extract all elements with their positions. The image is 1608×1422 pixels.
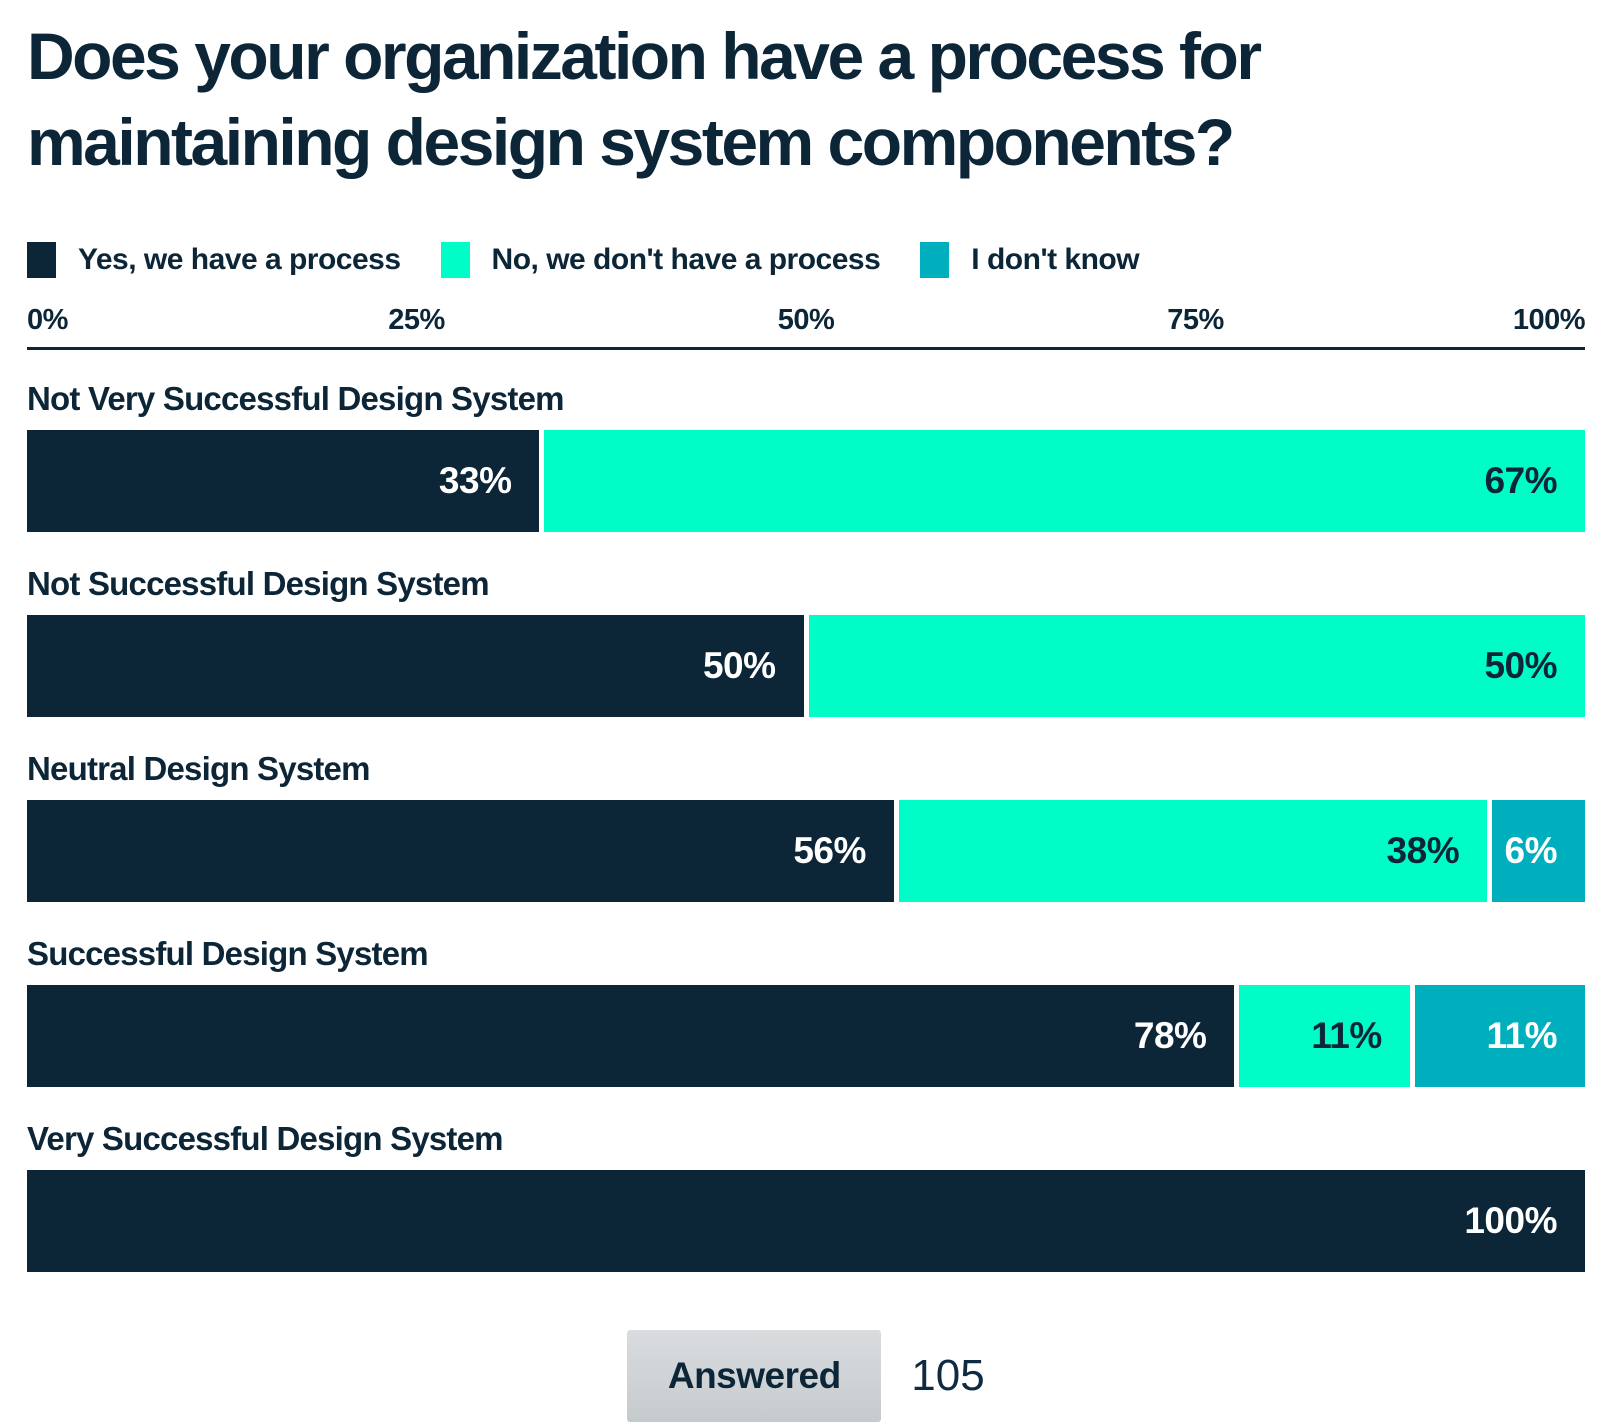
stacked-bar: 33% 67%: [27, 429, 1585, 532]
axis-tick-25: 25%: [388, 303, 445, 336]
bar-segment-label: 11%: [1486, 1014, 1557, 1056]
bar-segment-label: 78%: [1133, 1014, 1207, 1056]
category-label: Successful Design System: [27, 934, 429, 972]
axis-tick-75: 75%: [1167, 303, 1224, 336]
category-label: Neutral Design System: [27, 749, 370, 787]
answered-count: 105: [911, 1350, 985, 1400]
x-axis-line: [27, 346, 1585, 350]
x-axis: 0% 25% 50% 75% 100%: [27, 303, 1586, 338]
bar-segment: 100%: [27, 1169, 1585, 1272]
chart-row: Not Successful Design System 50% 50%: [27, 565, 1585, 717]
answered-summary: Answered 105: [27, 1329, 1585, 1422]
page-title: Does your organization have a process fo…: [27, 14, 1585, 186]
bar-segment: 78%: [27, 984, 1235, 1087]
stacked-bar: 100%: [27, 1169, 1585, 1272]
bar-segment-label: 67%: [1484, 459, 1557, 501]
chart-row: Successful Design System 78% 11% 11%: [27, 935, 1585, 1087]
stacked-bar: 56% 38% 6%: [27, 799, 1585, 902]
legend-swatch-yes: [27, 241, 56, 278]
stacked-bar: 50% 50%: [27, 614, 1585, 717]
page-title-line1: Does your organization have a process fo…: [27, 19, 1262, 93]
legend-label-yes: Yes, we have a process: [78, 242, 401, 276]
axis-tick-0: 0%: [27, 303, 68, 336]
bar-segment: 67%: [544, 429, 1585, 532]
bar-segment: 56%: [27, 799, 894, 902]
bar-segment-label: 33%: [438, 459, 512, 501]
answered-box: Answered: [627, 1329, 882, 1422]
chart-row: Not Very Successful Design System 33% 67%: [27, 380, 1585, 532]
bar-segment: 38%: [898, 799, 1488, 902]
bar-segment: 11%: [1239, 984, 1410, 1087]
bar-segment: 11%: [1414, 984, 1585, 1087]
axis-tick-50: 50%: [777, 303, 835, 336]
page-title-line2: maintaining design system components?: [27, 104, 1235, 179]
chart-row: Neutral Design System 56% 38% 6%: [27, 750, 1585, 902]
legend-item-dont-know: I don't know: [920, 241, 1140, 278]
bar-segment: 33%: [27, 429, 540, 532]
bar-segment-label: 50%: [702, 644, 776, 686]
bar-segment-label: 38%: [1386, 829, 1460, 871]
bar-segment: 50%: [808, 614, 1585, 717]
legend-swatch-no: [440, 241, 470, 278]
chart-row: Very Successful Design System 100%: [27, 1120, 1585, 1272]
answered-label: Answered: [667, 1354, 841, 1396]
bar-segment-label: 50%: [1484, 644, 1557, 686]
bar-segment: 6%: [1492, 799, 1585, 902]
legend-label-no: No, we don't have a process: [491, 242, 881, 276]
category-label: Not Very Successful Design System: [27, 379, 564, 417]
category-label: Not Successful Design System: [27, 564, 490, 602]
bar-segment-label: 6%: [1504, 829, 1558, 871]
stacked-bar: 78% 11% 11%: [27, 984, 1585, 1087]
legend-item-no: No, we don't have a process: [440, 241, 881, 278]
bar-segment-label: 56%: [793, 829, 866, 871]
legend-swatch-dont-know: [920, 241, 950, 278]
legend-label-dont-know: I don't know: [971, 242, 1140, 276]
legend-item-yes: Yes, we have a process: [27, 241, 401, 278]
bar-segment-label: 100%: [1464, 1199, 1557, 1241]
chart-legend: Yes, we have a process No, we don't have…: [27, 241, 1585, 278]
bar-segment-label: 11%: [1311, 1014, 1382, 1056]
bar-segment: 50%: [27, 614, 804, 717]
category-label: Very Successful Design System: [27, 1119, 504, 1157]
chart-rows: Not Very Successful Design System 33% 67% N…: [27, 380, 1585, 1272]
axis-tick-100: 100%: [1512, 303, 1586, 336]
